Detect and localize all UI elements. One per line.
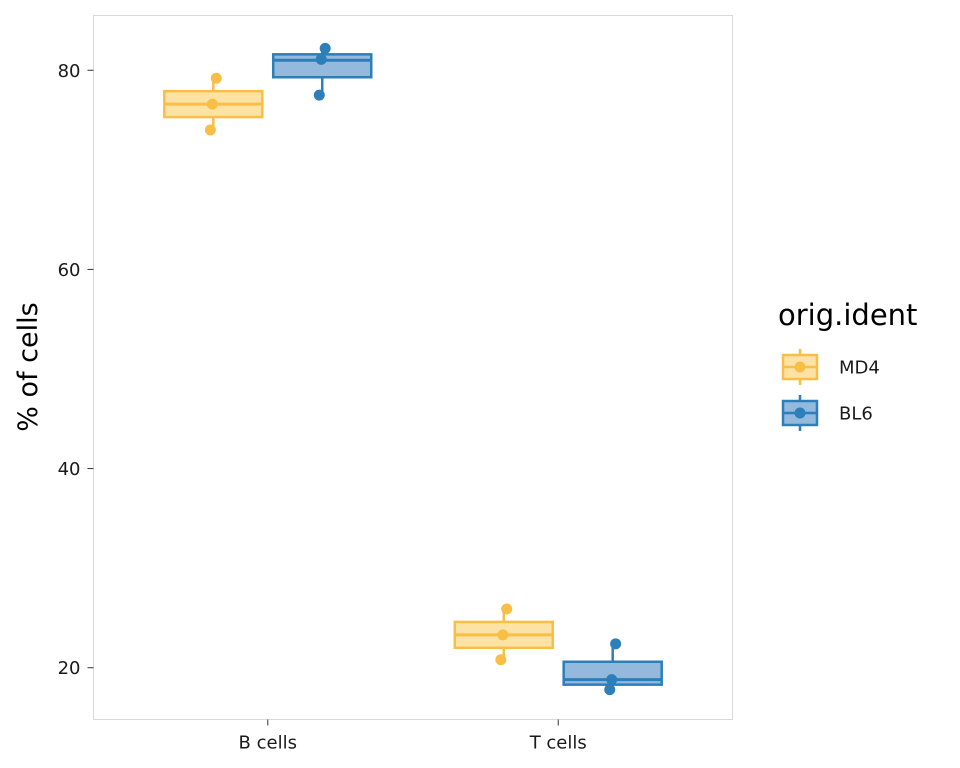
data-point [501,603,513,615]
data-point [206,98,218,110]
legend-item-MD4: MD4 [781,349,880,385]
box-BL6-B-cells [271,42,373,101]
legend-key-point [794,407,806,419]
legend-items: MD4 BL6 [781,349,880,431]
legend-label: BL6 [839,404,873,425]
y-tick-label: 80 [58,61,81,82]
box-layer [163,42,663,696]
data-point [313,89,325,101]
x-tick-label: T cells [529,733,587,754]
x-tick-label: B cells [239,733,297,754]
data-point [319,42,331,54]
data-point [604,684,616,696]
box-MD4-T-cells [453,603,555,666]
legend-item-BL6: BL6 [781,395,873,431]
data-point [210,72,222,84]
legend-key-point [794,361,806,373]
box-BL6-T-cells [562,638,663,696]
data-point [315,53,327,65]
plot-panel [93,15,733,720]
legend-title: orig.ident [778,298,917,332]
y-tick-label: 40 [58,459,81,480]
y-axis: 20 40 60 80 [58,61,94,679]
y-axis-title: % of cells [13,302,44,431]
y-tick-label: 60 [58,260,81,281]
data-point [495,654,507,666]
y-tick-label: 20 [58,658,81,679]
data-point [610,638,622,650]
data-point [204,124,216,136]
data-point [606,674,618,686]
data-point [497,629,509,641]
box-MD4-B-cells [163,72,264,136]
legend-label: MD4 [839,358,880,379]
legend: orig.ident MD4 BL6 [778,298,917,431]
x-axis: B cells T cells [239,719,587,754]
